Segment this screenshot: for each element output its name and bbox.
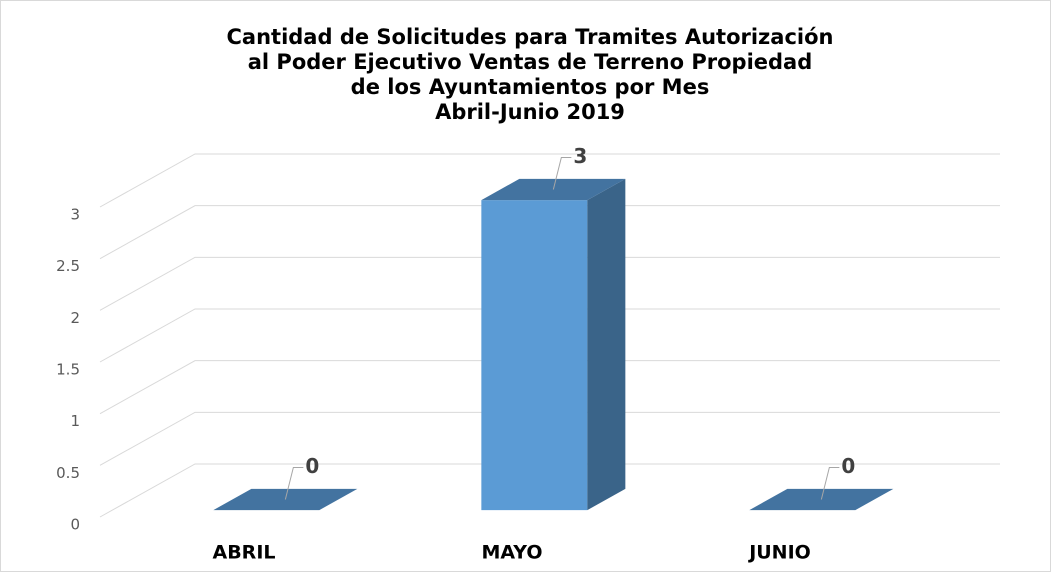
bar-top bbox=[481, 178, 626, 201]
y-tick-label: 1.5 bbox=[56, 361, 80, 379]
grid-line bbox=[99, 463, 1000, 518]
data-label: 3 bbox=[573, 144, 587, 168]
leader-line bbox=[820, 467, 840, 500]
chart-title: de los Ayuntamientos por Mes bbox=[351, 75, 710, 99]
x-tick-label: JUNIO bbox=[747, 542, 811, 564]
y-tick-label: 3 bbox=[70, 206, 80, 224]
grid-line bbox=[99, 308, 1000, 363]
grid-line bbox=[99, 411, 1000, 466]
leader-line bbox=[552, 157, 572, 190]
grid-line bbox=[99, 205, 1000, 260]
data-label: 0 bbox=[305, 454, 319, 478]
bar-front bbox=[481, 200, 588, 511]
leader-line bbox=[284, 467, 304, 500]
y-tick-label: 2 bbox=[70, 309, 80, 327]
y-tick-label: 1 bbox=[70, 412, 80, 430]
x-tick-label: MAYO bbox=[481, 542, 542, 564]
bar bbox=[481, 178, 626, 511]
y-tick-label: 0 bbox=[70, 516, 80, 534]
grid-line bbox=[99, 360, 1000, 415]
y-tick-label: 2.5 bbox=[56, 257, 80, 275]
data-label: 0 bbox=[841, 454, 855, 478]
chart-title: Cantidad de Solicitudes para Tramites Au… bbox=[227, 25, 834, 49]
grid-line bbox=[99, 256, 1000, 311]
chart-title: al Poder Ejecutivo Ventas de Terreno Pro… bbox=[248, 50, 813, 74]
grid-line bbox=[99, 153, 1000, 208]
bar-side bbox=[587, 178, 626, 511]
chart-title: Abril-Junio 2019 bbox=[435, 100, 625, 124]
y-tick-label: 0.5 bbox=[56, 464, 80, 482]
x-tick-label: ABRIL bbox=[213, 542, 276, 564]
